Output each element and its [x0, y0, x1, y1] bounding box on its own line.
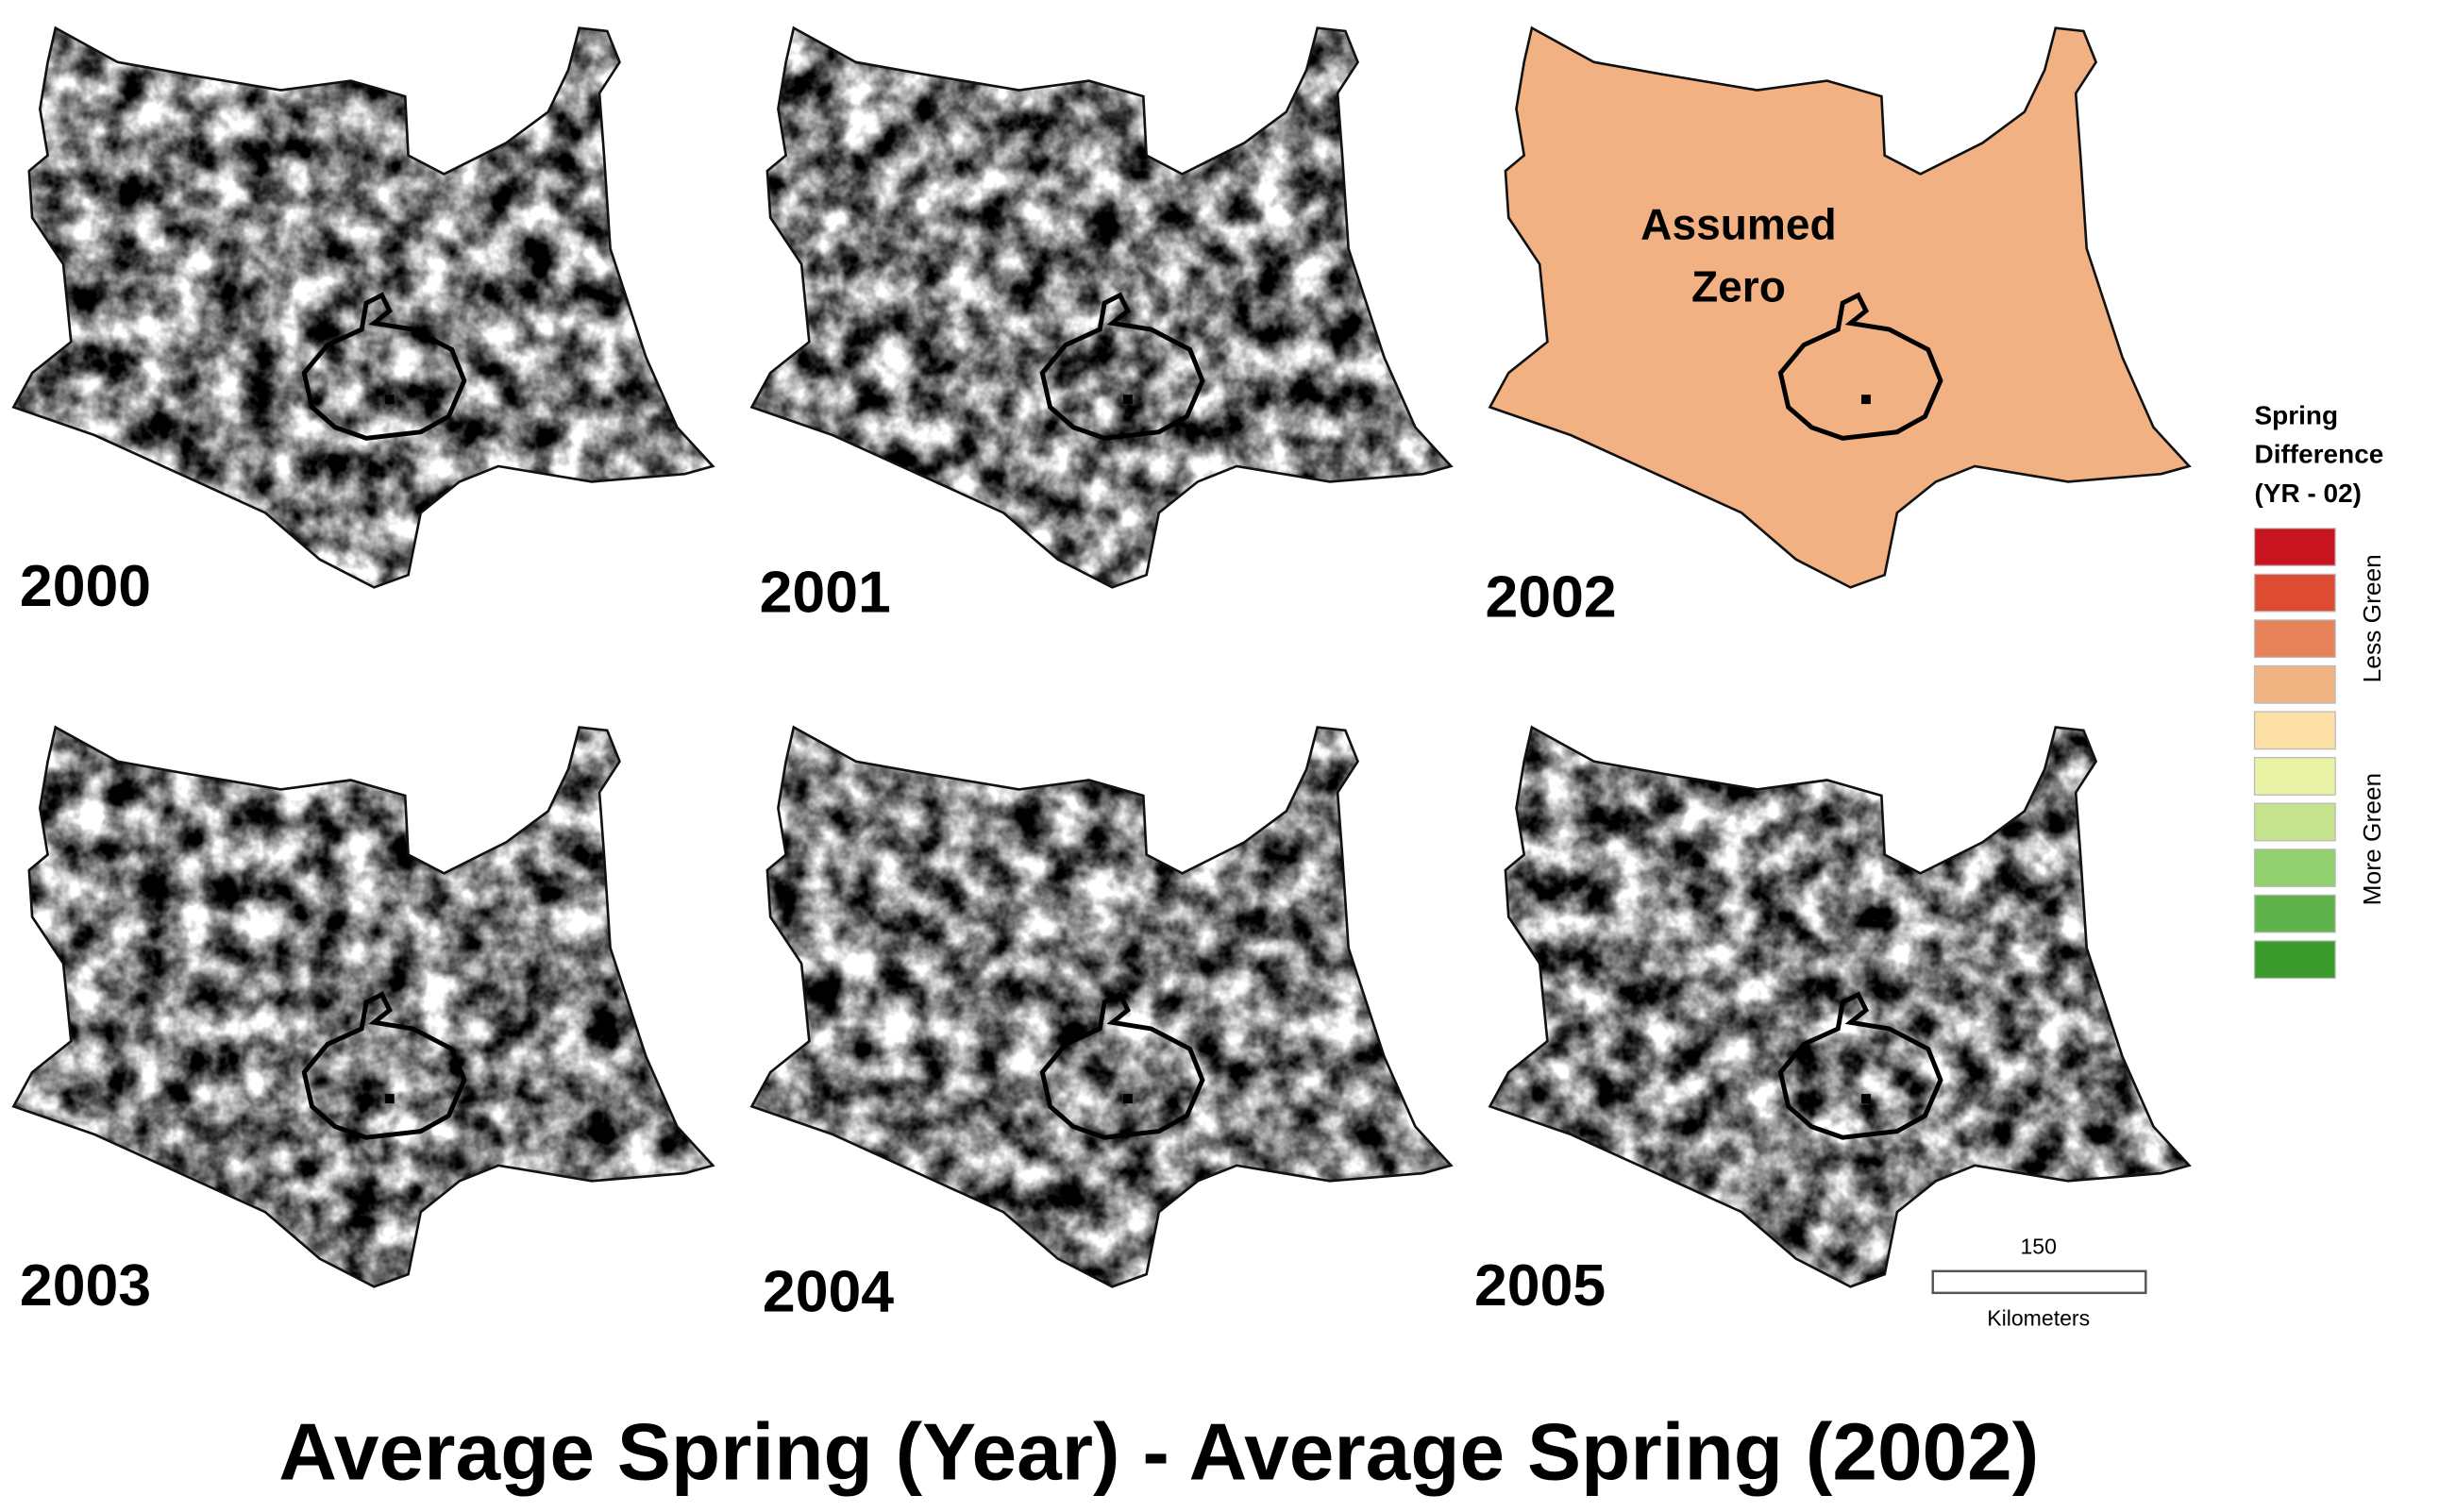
scale-value: 150 — [2020, 1235, 2056, 1259]
park-site — [384, 395, 395, 405]
map-panel: Assumed Zero — [1489, 26, 2191, 589]
park-site — [1860, 1094, 1871, 1103]
legend-swatch — [2253, 802, 2336, 842]
scale-bar-box — [1931, 1269, 2147, 1295]
map-panel — [1489, 726, 2191, 1288]
year-label: 2003 — [20, 1252, 151, 1319]
park-site — [384, 1094, 395, 1103]
scale-bar: 150 Kilometers — [1931, 1235, 2147, 1330]
legend-title: (YR - 02) — [2255, 479, 2362, 508]
year-label: 2001 — [760, 560, 891, 626]
legend-swatch — [2253, 619, 2336, 659]
year-label: 2004 — [763, 1259, 894, 1325]
year-label: 2002 — [1486, 564, 1617, 630]
map-panels: Assumed Zero — [12, 26, 2191, 1288]
legend-swatch — [2253, 940, 2336, 980]
legend-swatch — [2253, 573, 2336, 613]
year-label: 2000 — [20, 553, 151, 619]
park-site — [1122, 1094, 1133, 1103]
park-site — [1122, 395, 1133, 405]
annotation: Zero — [1691, 261, 1786, 311]
legend-swatch — [2253, 711, 2336, 750]
annotation: Assumed — [1640, 200, 1836, 249]
legend-swatch — [2253, 756, 2336, 796]
year-label: 2005 — [1474, 1252, 1606, 1319]
legend-swatch — [2253, 664, 2336, 704]
legend-swatch — [2253, 528, 2336, 566]
map-panel — [12, 26, 715, 589]
legend-title: Spring — [2255, 400, 2339, 429]
legend-label: More Green — [2358, 773, 2386, 905]
legend-label: Less Green — [2358, 554, 2386, 682]
legend: Spring Difference (YR - 02) Less Green M… — [2253, 400, 2386, 980]
figure-title: Average Spring (Year) - Average Spring (… — [278, 1406, 2039, 1497]
legend-title: Difference — [2255, 440, 2384, 469]
scale-unit: Kilometers — [1987, 1305, 2090, 1330]
legend-swatch — [2253, 848, 2336, 887]
map-panel — [750, 26, 1453, 589]
map-panel — [12, 726, 715, 1288]
park-site — [1860, 395, 1871, 405]
map-panel — [750, 726, 1453, 1288]
legend-swatch — [2253, 894, 2336, 933]
